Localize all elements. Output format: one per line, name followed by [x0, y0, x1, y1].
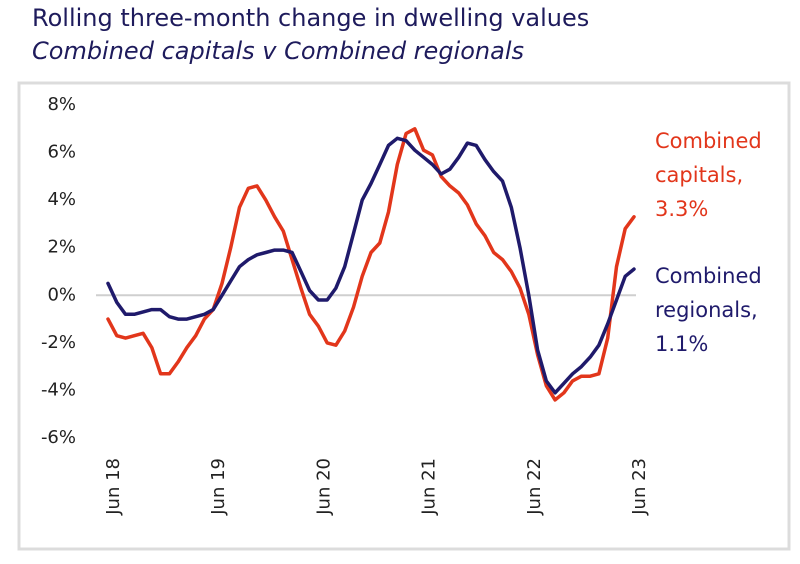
- x-tick-label: Jun 20: [313, 458, 334, 516]
- y-tick-label: -2%: [41, 332, 76, 353]
- y-tick-label: 8%: [47, 94, 76, 115]
- x-tick-label: Jun 23: [629, 458, 650, 516]
- series-annotation: regionals,: [655, 298, 758, 322]
- line-series: [106, 127, 636, 402]
- y-tick-label: 6%: [47, 142, 76, 163]
- x-tick-label: Jun 19: [208, 458, 229, 516]
- x-tick-label: Jun 21: [419, 458, 440, 516]
- series-annotation: 1.1%: [655, 332, 708, 356]
- series-annotation: capitals,: [655, 163, 743, 187]
- series-annotation: Combined: [655, 129, 762, 153]
- x-tick-label: Jun 18: [103, 458, 124, 516]
- y-tick-label: -4%: [41, 379, 76, 400]
- series-annotation: Combined: [655, 264, 762, 288]
- chart-title: Rolling three-month change in dwelling v…: [32, 4, 589, 32]
- x-tick-label: Jun 22: [524, 458, 545, 516]
- series-annotation: 3.3%: [655, 197, 708, 221]
- chart-frame: [17, 81, 791, 551]
- chart-subtitle: Combined capitals v Combined regionals: [32, 37, 524, 65]
- y-tick-label: -6%: [41, 427, 76, 448]
- y-tick-label: 2%: [47, 237, 76, 258]
- y-tick-label: 4%: [47, 189, 76, 210]
- line-series: [106, 136, 636, 395]
- y-tick-label: 0%: [47, 284, 76, 305]
